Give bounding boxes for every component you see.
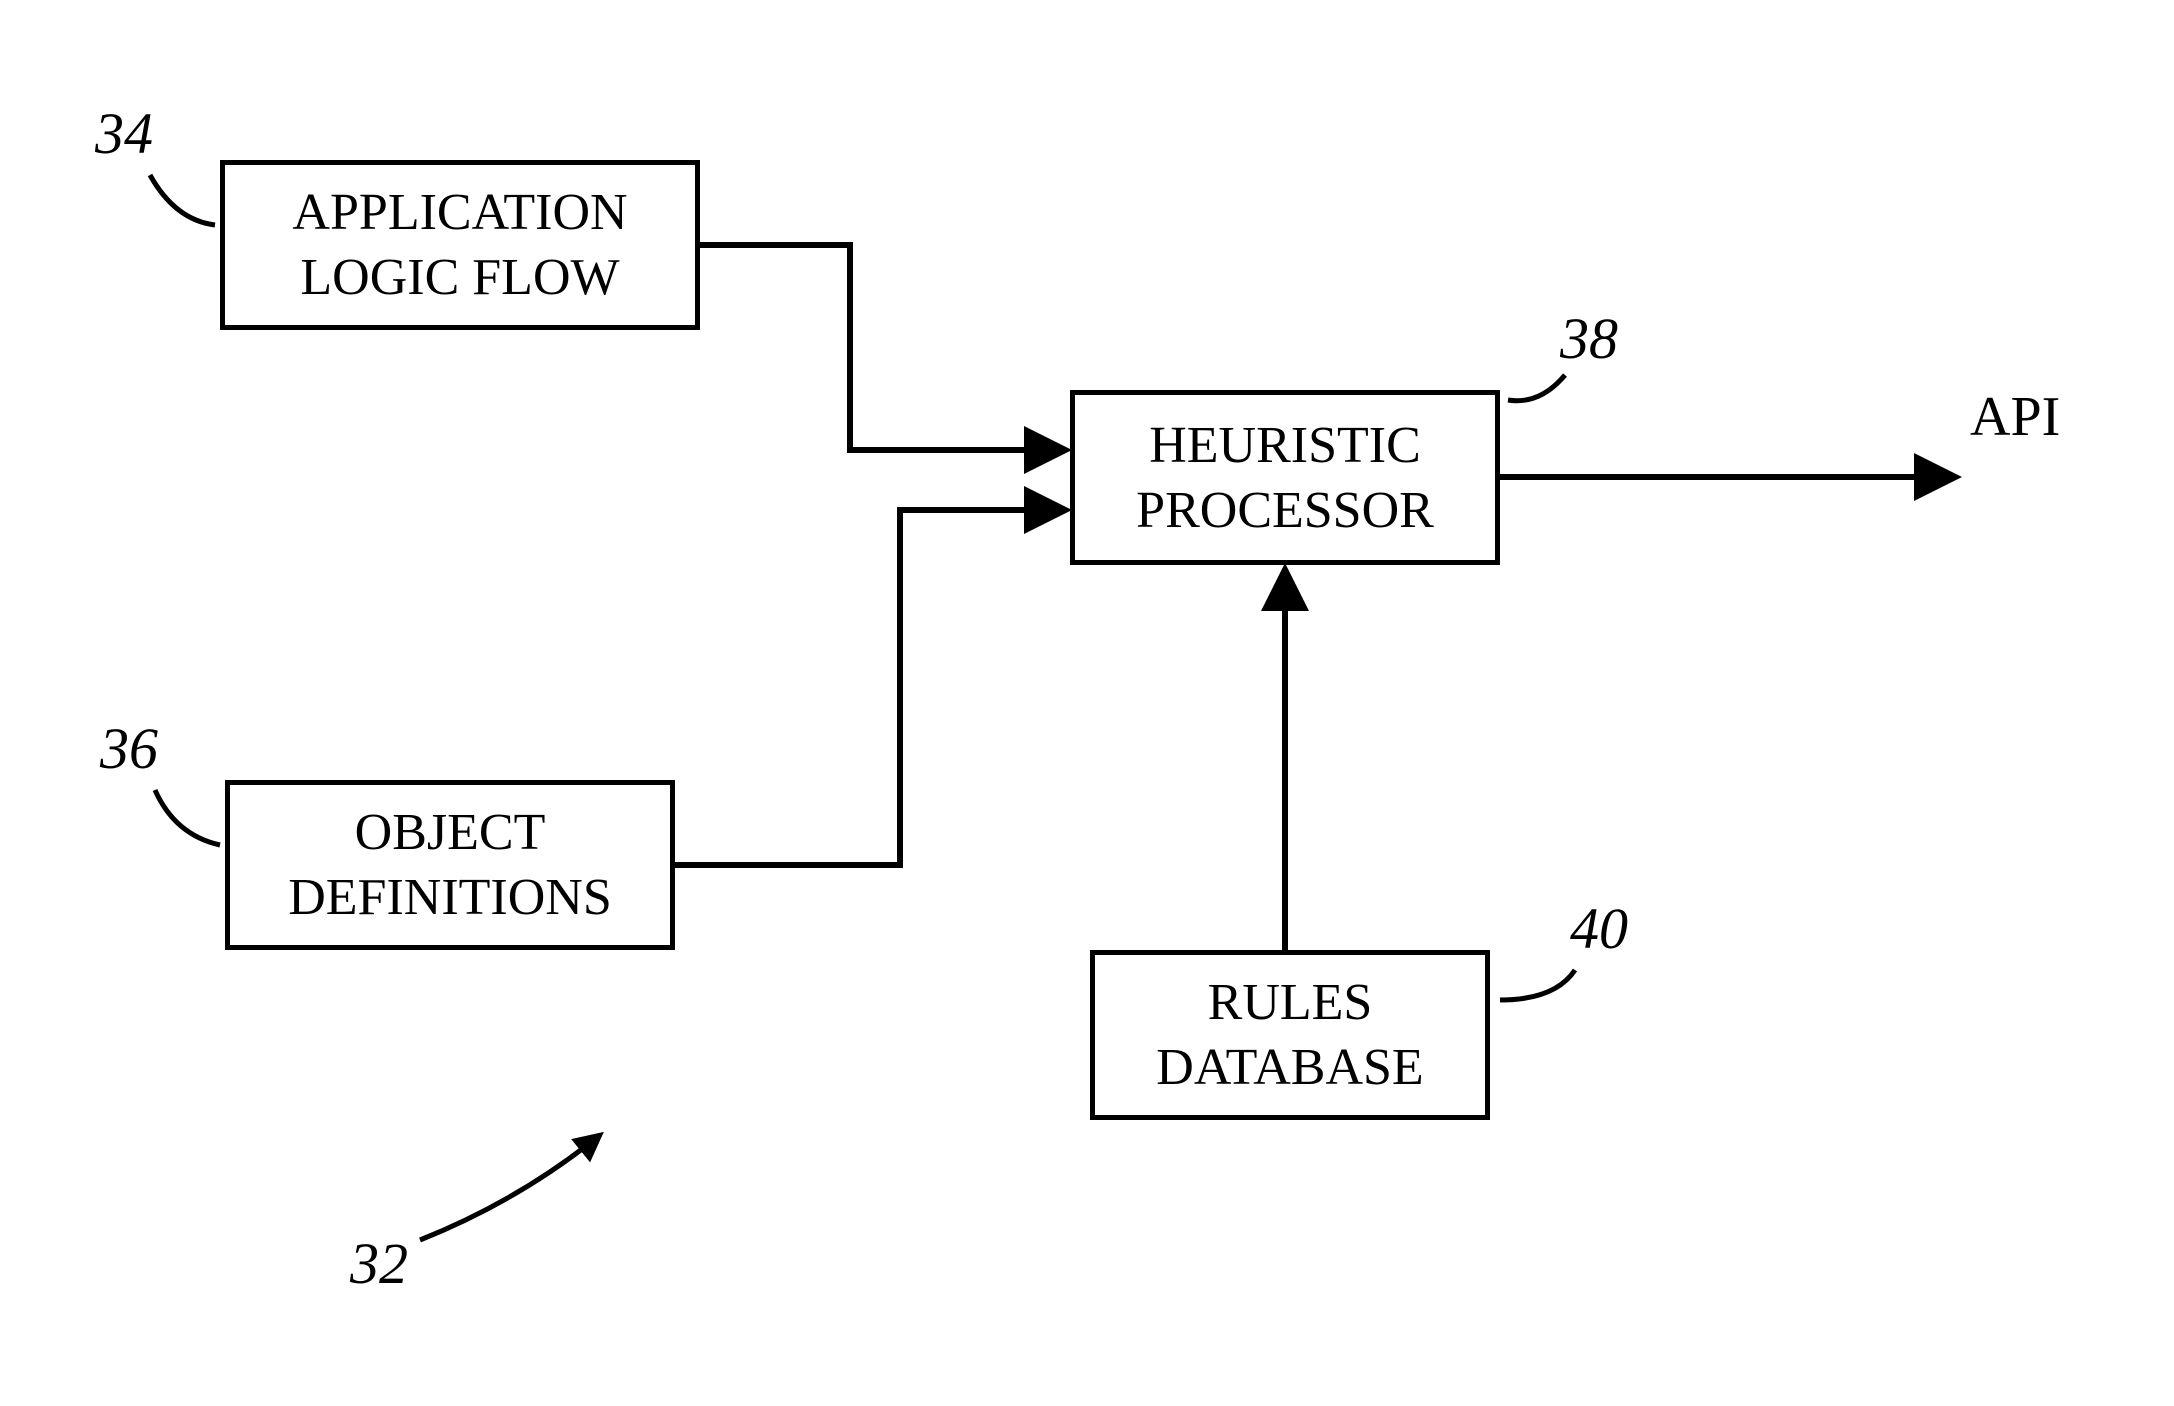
edge-object-defs-to-heuristic [675,510,1060,865]
node-object-definitions: OBJECTDEFINITIONS [225,780,675,950]
node-label: RULESDATABASE [1156,970,1423,1100]
node-rules-database: RULESDATABASE [1090,950,1490,1120]
node-label: OBJECTDEFINITIONS [288,800,612,930]
node-label: APPLICATIONLOGIC FLOW [292,180,627,310]
ref-curve-40 [1500,970,1575,1000]
ref-curve-32 [420,1135,600,1240]
ref-label-34: 34 [95,100,153,167]
node-label: HEURISTICPROCESSOR [1136,413,1434,543]
ref-curve-34 [150,175,215,225]
ref-label-32: 32 [350,1230,408,1297]
edge-app-logic-to-heuristic [700,245,1060,450]
output-label-api: API [1970,385,2060,449]
ref-curve-36 [155,790,220,845]
node-heuristic-processor: HEURISTICPROCESSOR [1070,390,1500,565]
ref-curve-38 [1508,375,1565,401]
ref-label-38: 38 [1560,305,1618,372]
ref-label-36: 36 [100,715,158,782]
node-application-logic-flow: APPLICATIONLOGIC FLOW [220,160,700,330]
ref-label-40: 40 [1570,895,1628,962]
